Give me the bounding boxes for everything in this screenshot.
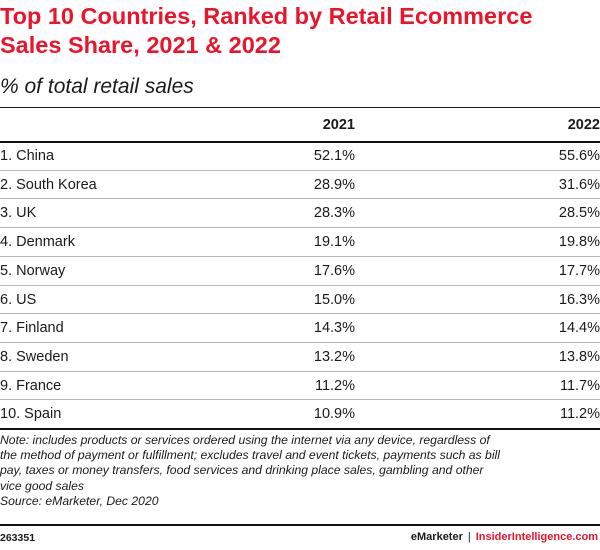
row-divider	[0, 227, 600, 229]
table-cell-2022: 28.5%	[558, 205, 600, 222]
table-cell-country: 4. Denmark	[0, 234, 75, 251]
table-cell-2021: 11.2%	[314, 377, 355, 394]
row-divider	[0, 255, 600, 257]
chart-note: Note: includes products or services orde…	[0, 433, 600, 509]
table-cell-country: 3. UK	[0, 205, 37, 222]
table-cell-2021: 10.9%	[313, 406, 355, 423]
table-cell-2021: 52.1%	[313, 148, 355, 164]
row-divider	[0, 399, 600, 401]
column-header-2021: 2021	[322, 117, 355, 133]
table-cell-country: 8. Sweden	[0, 348, 69, 365]
table-cell-2022: 31.6%	[558, 176, 600, 193]
source-line: Source: eMarketer, Dec 2020	[0, 493, 159, 508]
brand-emarketer: eMarketer	[410, 531, 463, 543]
table-cell-2021: 17.6%	[313, 262, 355, 279]
note-line: pay, taxes or money transfers, food serv…	[0, 463, 484, 478]
table-cell-country: 5. Norway	[0, 262, 66, 279]
table-cell-2022: 19.8%	[558, 234, 600, 251]
brand-credit: eMarketer | InsiderIntelligence.com	[411, 531, 598, 543]
table-cell-2022: 13.8%	[558, 348, 600, 365]
table-cell-2022: 11.7%	[559, 377, 600, 394]
table-cell-2021: 28.9%	[313, 176, 355, 193]
table-cell-2021: 14.3%	[313, 320, 355, 337]
chart-id: 263351	[0, 532, 36, 544]
row-divider	[0, 284, 600, 286]
table-cell-2022: 14.4%	[558, 320, 600, 337]
table-cell-2022: 16.3%	[558, 291, 600, 308]
table-cell-2022: 11.2%	[559, 406, 600, 423]
row-divider	[0, 313, 600, 315]
table-cell-country: 6. US	[0, 291, 37, 308]
header-bottom-rule	[0, 141, 600, 143]
row-divider	[0, 169, 600, 171]
table-cell-2022: 55.6%	[558, 148, 600, 164]
table-cell-2021: 13.2%	[313, 348, 355, 365]
brand-separator: |	[467, 531, 471, 543]
table-cell-2021: 28.3%	[313, 205, 355, 222]
chart-title-line-1: Top 10 Countries, Ranked by Retail Ecomm…	[0, 3, 533, 29]
table-cell-2022: 17.7%	[558, 262, 600, 279]
brand-insider-intelligence-link[interactable]: InsiderIntelligence.com	[475, 531, 598, 543]
table-cell-country: 1. China	[0, 148, 55, 164]
table-cell-2021: 19.1%	[313, 234, 355, 251]
table-cell-country: 2. South Korea	[0, 176, 97, 193]
column-header-2022: 2022	[567, 117, 600, 133]
table-cell-2021: 15.0%	[313, 291, 355, 308]
table-cell-country: 10. Spain	[0, 406, 62, 423]
chart-subtitle: % of total retail sales	[0, 75, 194, 98]
note-line: Note: includes products or services orde…	[0, 433, 490, 447]
chart-footer: 263351 eMarketer | InsiderIntelligence.com	[0, 524, 600, 550]
table-cell-country: 7. Finland	[0, 320, 64, 337]
row-divider	[0, 341, 600, 343]
chart-title: Top 10 Countries, Ranked by Retail Ecomm…	[0, 2, 600, 60]
chart-title-line-2: Sales Share, 2021 & 2022	[0, 32, 281, 58]
note-line: vice good sales	[0, 478, 85, 493]
row-divider	[0, 198, 600, 200]
row-divider	[0, 370, 600, 372]
table-bottom-rule	[0, 428, 600, 430]
footer-rule	[0, 524, 600, 526]
table-cell-country: 9. France	[0, 377, 62, 394]
note-line: the method of payment or fulfillment; ex…	[0, 448, 500, 463]
header-top-rule	[0, 107, 600, 108]
